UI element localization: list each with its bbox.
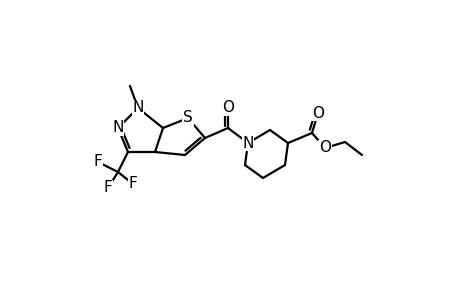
Text: N: N [132, 100, 143, 116]
Text: N: N [112, 121, 123, 136]
Text: F: F [129, 176, 137, 191]
Text: S: S [183, 110, 192, 125]
Text: O: O [222, 100, 234, 116]
Text: N: N [242, 136, 253, 151]
Text: F: F [94, 154, 102, 169]
Text: O: O [318, 140, 330, 155]
Text: O: O [311, 106, 323, 121]
Text: F: F [103, 181, 112, 196]
